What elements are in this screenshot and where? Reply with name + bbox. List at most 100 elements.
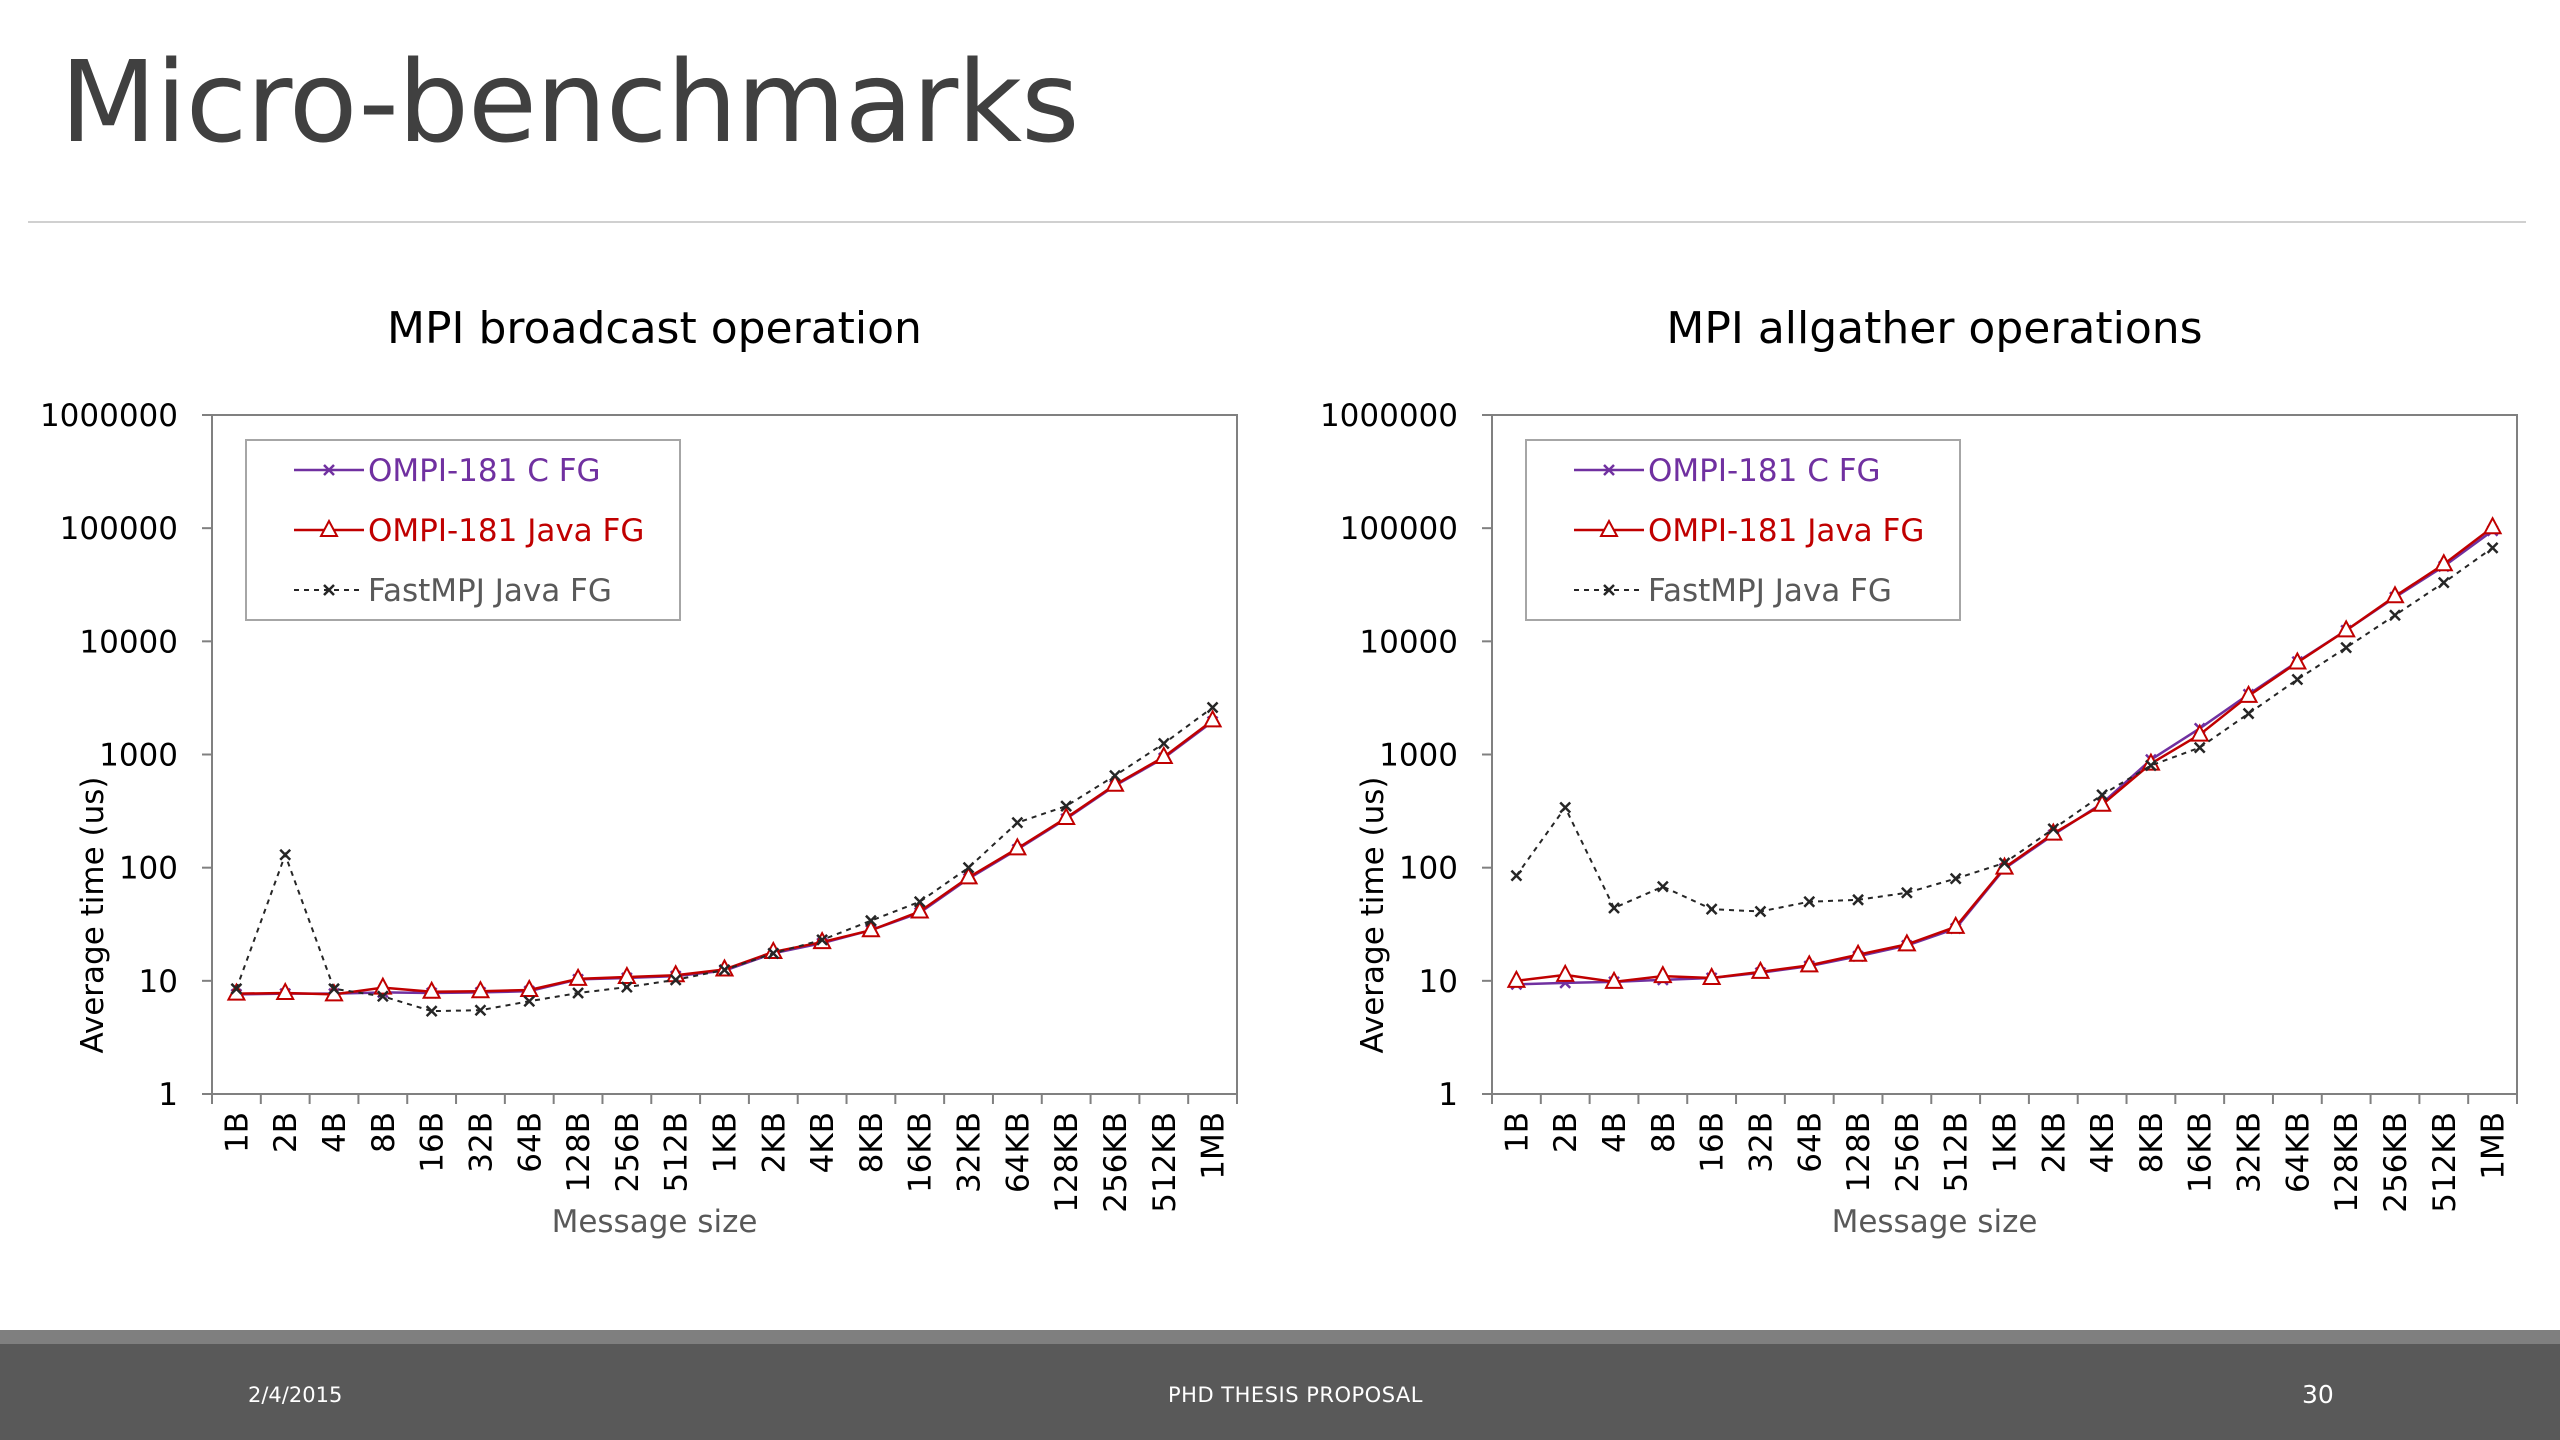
broadcast-x-tick-label: 2B: [268, 1112, 304, 1153]
allgather-data-point: [2238, 684, 2259, 703]
broadcast-data-point: [913, 895, 926, 908]
broadcast-data-point: [1206, 701, 1219, 714]
allgather-data-point: [1754, 905, 1767, 918]
allgather-data-point: [1949, 872, 1962, 885]
allgather-data-point: [1506, 969, 1527, 988]
broadcast-data-point: [328, 982, 340, 995]
broadcast-x-tick-label: 2KB: [756, 1112, 792, 1173]
allgather-data-point: [2287, 651, 2308, 670]
allgather-data-point: [1555, 963, 1575, 982]
allgather-data-point: [1750, 960, 1771, 979]
broadcast-data-point: [279, 848, 292, 861]
allgather-data-point: [2096, 788, 2109, 801]
allgather-series-2: [1510, 541, 2499, 918]
broadcast-data-point: [470, 980, 491, 999]
broadcast-data-point: [230, 982, 243, 995]
broadcast-data-point: [767, 947, 780, 960]
allgather-x-tick-label: 16KB: [2183, 1112, 2219, 1193]
allgather-data-point: [1803, 895, 1816, 908]
broadcast-x-tick-label: 64B: [512, 1112, 548, 1173]
allgather-data-point: [1799, 954, 1819, 973]
broadcast-data-point: [421, 980, 442, 999]
broadcast-x-tick-label: 512B: [659, 1112, 695, 1192]
broadcast-y-tick-label: 100: [119, 851, 178, 887]
broadcast-data-point: [1056, 806, 1076, 825]
broadcast-x-tick-label: 32KB: [952, 1112, 988, 1193]
allgather-x-tick-label: 2B: [1548, 1112, 1584, 1153]
allgather-data-point: [2434, 553, 2454, 572]
broadcast-x-tick-label: 8KB: [854, 1112, 890, 1173]
allgather-chart: MPI allgather operations 1 10 100 1000 10000 1…: [1280, 270, 2560, 1270]
allgather-y-tick-label: 100000: [1340, 511, 1458, 547]
broadcast-x-tick-label: 128KB: [1049, 1112, 1085, 1213]
allgather-legend-marker: [1599, 518, 1619, 537]
allgather-x-tick-label: 512B: [1939, 1112, 1975, 1192]
broadcast-series-2: [230, 701, 1219, 1018]
allgather-data-point: [1701, 966, 1722, 985]
broadcast-legend-label: OMPI-181 C FG: [368, 453, 601, 489]
allgather-data-point: [1604, 970, 1624, 989]
broadcast-y-tick-label: 10000: [79, 624, 178, 660]
broadcast-legend: OMPI-181 C FG OMPI-181 Java FG FastMPJ Jav…: [245, 439, 681, 621]
broadcast-x-tick-label: 1KB: [708, 1112, 744, 1173]
broadcast-chart-title: MPI broadcast operation: [387, 303, 922, 354]
allgather-legend-label: FastMPJ Java FG: [1648, 573, 1892, 609]
broadcast-x-axis-title: Message size: [552, 1204, 758, 1240]
broadcast-legend-marker: [319, 518, 339, 537]
allgather-x-tick-label: 1MB: [2476, 1112, 2512, 1180]
allgather-x-tick-label: 4KB: [2085, 1112, 2121, 1173]
allgather-data-point: [1608, 902, 1620, 914]
broadcast-series-0: [230, 715, 1219, 1001]
broadcast-y-tick-label: 1: [158, 1077, 178, 1113]
broadcast-data-point: [373, 976, 393, 995]
allgather-data-point: [2437, 576, 2450, 589]
allgather-legend-label: OMPI-181 Java FG: [1648, 513, 1924, 549]
allgather-x-tick-label: 16B: [1695, 1112, 1731, 1173]
broadcast-data-point: [910, 900, 930, 919]
allgather-series-1: [1506, 516, 2503, 989]
broadcast-series-line: [236, 720, 1214, 996]
allgather-data-point: [2047, 823, 2060, 835]
broadcast-data-point: [1007, 837, 1028, 856]
allgather-y-tick-label: 10: [1419, 964, 1458, 1000]
title-divider: [28, 221, 2526, 223]
broadcast-data-point: [474, 1004, 487, 1017]
footer-band: [0, 1330, 2560, 1440]
allgather-data-point: [2336, 619, 2356, 638]
broadcast-y-tick-label: 10: [139, 964, 178, 1000]
broadcast-data-point: [617, 965, 637, 985]
broadcast-x-tick-label: 16B: [415, 1112, 451, 1173]
allgather-x-axis-title: Message size: [1832, 1204, 2038, 1240]
broadcast-x-tick-label: 256B: [610, 1112, 646, 1192]
broadcast-data-point: [572, 987, 584, 999]
broadcast-y-tick-label: 1000: [99, 738, 178, 774]
broadcast-x-tick-label: 32B: [463, 1112, 499, 1173]
allgather-data-point: [2486, 541, 2499, 554]
allgather-x-tick-label: 64B: [1792, 1112, 1828, 1173]
broadcast-data-point: [718, 963, 731, 976]
broadcast-legend-marker: [323, 584, 335, 596]
allgather-legend: OMPI-181 C FG OMPI-181 Java FG FastMPJ Jav…: [1525, 439, 1961, 621]
broadcast-x-tick-label: 1MB: [1196, 1112, 1232, 1180]
allgather-x-tick-label: 256KB: [2378, 1112, 2414, 1213]
allgather-data-point: [1946, 915, 1966, 934]
broadcast-data-point: [669, 973, 682, 986]
allgather-y-axis-title: Average time (us): [1355, 776, 1391, 1053]
allgather-data-point: [1998, 857, 2011, 869]
allgather-data-point: [2145, 759, 2157, 772]
broadcast-data-point: [816, 934, 829, 946]
allgather-data-point: [2389, 609, 2401, 622]
slide-title: Micro-benchmarks: [60, 38, 1079, 168]
allgather-legend-label: OMPI-181 C FG: [1648, 453, 1881, 489]
allgather-y-tick-label: 1000000: [1320, 398, 1458, 434]
broadcast-x-tick-label: 128B: [561, 1112, 597, 1192]
allgather-data-point: [1848, 943, 1868, 962]
broadcast-x-tick-label: 64KB: [1000, 1112, 1036, 1193]
broadcast-series-1: [226, 709, 1223, 1002]
allgather-data-point: [2242, 707, 2255, 720]
broadcast-x-tick-label: 4B: [317, 1112, 353, 1153]
allgather-x-tick-label: 2KB: [2036, 1112, 2072, 1173]
broadcast-x-tick-label: 1B: [219, 1112, 255, 1153]
allgather-chart-title: MPI allgather operations: [1666, 303, 2202, 354]
allgather-data-point: [2385, 585, 2405, 604]
